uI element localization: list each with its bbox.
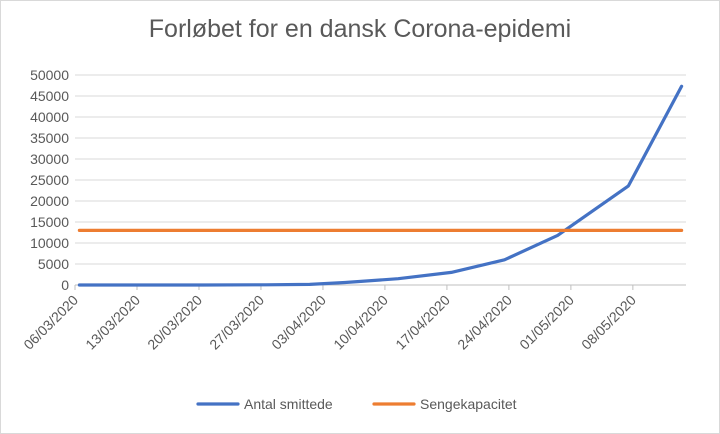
y-tick-label: 30000 [30, 151, 69, 167]
x-tick-label: 08/05/2020 [578, 292, 639, 353]
y-tick-label: 40000 [30, 109, 69, 125]
y-tick-label: 10000 [30, 235, 69, 251]
x-tick-label: 24/04/2020 [454, 292, 515, 353]
y-tick-label: 5000 [38, 256, 69, 272]
y-tick-label: 50000 [30, 67, 69, 83]
legend-label: Sengekapacitet [420, 396, 517, 412]
chart-title: Forløbet for en dansk Corona-epidemi [148, 15, 572, 43]
legend-label: Antal smittede [244, 396, 333, 412]
y-tick-label: 35000 [30, 130, 69, 146]
x-tick-label: 17/04/2020 [392, 292, 453, 353]
x-tick-label: 27/03/2020 [206, 292, 267, 353]
x-tick-label: 13/03/2020 [82, 292, 143, 353]
y-tick-label: 20000 [30, 193, 69, 209]
y-tick-label: 25000 [30, 172, 69, 188]
x-tick-label: 10/04/2020 [330, 292, 391, 353]
series-line-antal-smittede [77, 84, 684, 287]
x-tick-label: 20/03/2020 [144, 292, 205, 353]
x-tick-label: 03/04/2020 [268, 292, 329, 353]
y-tick-label: 0 [61, 277, 69, 293]
x-tick-label: 06/03/2020 [20, 292, 81, 353]
y-tick-label: 15000 [30, 214, 69, 230]
y-tick-label: 45000 [30, 88, 69, 104]
x-tick-label: 01/05/2020 [516, 292, 577, 353]
